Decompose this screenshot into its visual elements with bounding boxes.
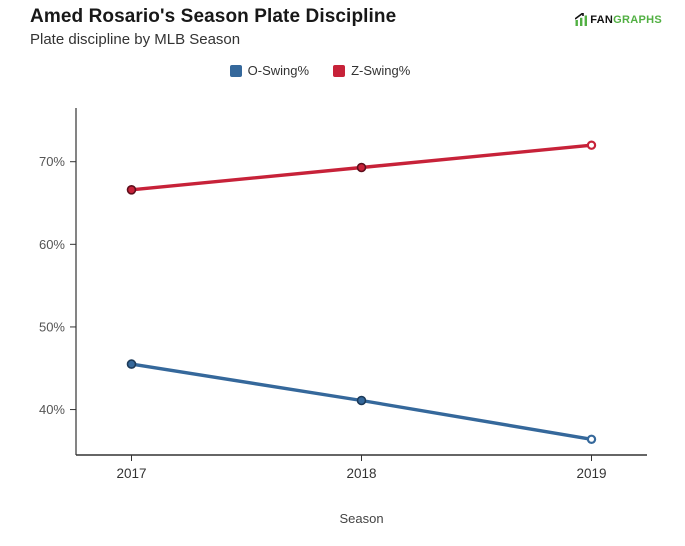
legend-item-o-swing-[interactable]: O-Swing% bbox=[229, 63, 310, 78]
data-point-o-swing--2019[interactable] bbox=[586, 434, 597, 444]
legend-item-z-swing-[interactable]: Z-Swing% bbox=[333, 63, 410, 78]
data-point-o-swing--2017[interactable] bbox=[126, 359, 137, 369]
legend-swatch-icon bbox=[229, 64, 242, 77]
chart-subtitle: Plate discipline by MLB Season bbox=[30, 31, 241, 48]
y-tick-label: 60% bbox=[39, 237, 65, 252]
data-point-z-swing--2018[interactable] bbox=[356, 162, 367, 173]
data-point-o-swing--2018[interactable] bbox=[356, 395, 367, 406]
x-tick-label: 2018 bbox=[346, 466, 376, 481]
data-point-z-swing--2017[interactable] bbox=[126, 185, 137, 195]
fangraphs-logo: FANGRAPHS bbox=[575, 13, 662, 26]
chart-legend: O-Swing% Z-Swing% bbox=[0, 63, 640, 78]
x-tick-label: 2019 bbox=[576, 466, 606, 481]
y-tick-label: 40% bbox=[39, 402, 65, 417]
y-tick-label: 50% bbox=[39, 319, 65, 334]
data-point-z-swing--2019[interactable] bbox=[586, 140, 597, 150]
legend-label: Z-Swing% bbox=[351, 63, 411, 78]
legend-swatch-icon bbox=[333, 64, 346, 77]
logo-text-graphs: GRAPHS bbox=[613, 13, 662, 26]
logo-text-fan: FAN bbox=[590, 13, 614, 26]
legend-label: O-Swing% bbox=[247, 63, 310, 78]
x-tick-label: 2017 bbox=[116, 466, 146, 481]
chart-title: Amed Rosario's Season Plate Discipline bbox=[30, 6, 397, 27]
y-tick-label: 70% bbox=[39, 154, 65, 169]
fangraphs-logo-icon bbox=[575, 13, 588, 26]
x-axis-title: Season bbox=[339, 511, 383, 526]
